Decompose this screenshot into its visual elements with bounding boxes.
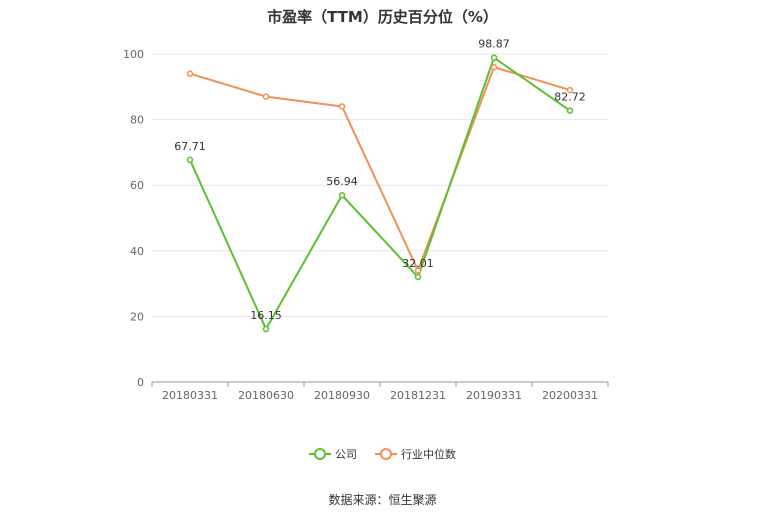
x-tick-label: 20180331 — [162, 389, 218, 402]
x-tick-label: 20190331 — [466, 389, 522, 402]
data-point-company — [262, 325, 270, 333]
x-tick-label: 20200331 — [542, 389, 598, 402]
legend-swatch-industry-median-icon — [375, 448, 397, 460]
y-tick-label: 100 — [123, 48, 144, 61]
data-point-industry-median — [414, 267, 422, 274]
data-point-industry-median — [262, 93, 270, 100]
legend-item-industry-median[interactable]: 行业中位数 — [375, 446, 456, 462]
x-tick-label: 20180630 — [238, 389, 294, 402]
data-label-company: 32.01 — [402, 257, 434, 270]
y-tick-label: 0 — [137, 376, 144, 389]
legend-label-industry-median: 行业中位数 — [401, 448, 456, 461]
data-label-company: 16.15 — [250, 309, 282, 322]
data-source-note: 数据来源：恒生聚源 — [328, 493, 437, 507]
legend-swatch-company-icon — [309, 448, 331, 460]
data-label-company: 82.72 — [554, 91, 586, 104]
y-tick-label: 80 — [130, 114, 144, 127]
data-point-industry-median — [566, 86, 574, 94]
data-point-company — [414, 273, 422, 281]
y-tick-label: 60 — [130, 179, 144, 192]
data-point-company — [338, 191, 346, 199]
series-line-company — [189, 56, 571, 331]
data-label-company: 56.94 — [326, 175, 358, 188]
data-point-industry-median — [186, 70, 194, 77]
y-tick-label: 40 — [130, 245, 144, 258]
legend-label-company: 公司 — [335, 448, 357, 461]
data-point-industry-median — [490, 63, 498, 71]
data-point-company — [566, 107, 574, 114]
data-point-company — [490, 54, 498, 61]
data-label-company: 98.87 — [478, 38, 510, 51]
data-point-industry-median — [338, 103, 346, 110]
data-label-company: 67.71 — [174, 140, 206, 153]
chart-title: 市盈率（TTM）历史百分位（%） — [267, 8, 498, 26]
y-tick-label: 20 — [130, 310, 144, 323]
chart-legend: 公司 行业中位数 — [0, 446, 765, 462]
x-tick-label: 20180930 — [314, 389, 370, 402]
series-line-industry-median — [189, 66, 571, 272]
data-point-company — [186, 156, 194, 164]
legend-item-company[interactable]: 公司 — [309, 446, 357, 462]
x-tick-label: 20181231 — [390, 389, 446, 402]
